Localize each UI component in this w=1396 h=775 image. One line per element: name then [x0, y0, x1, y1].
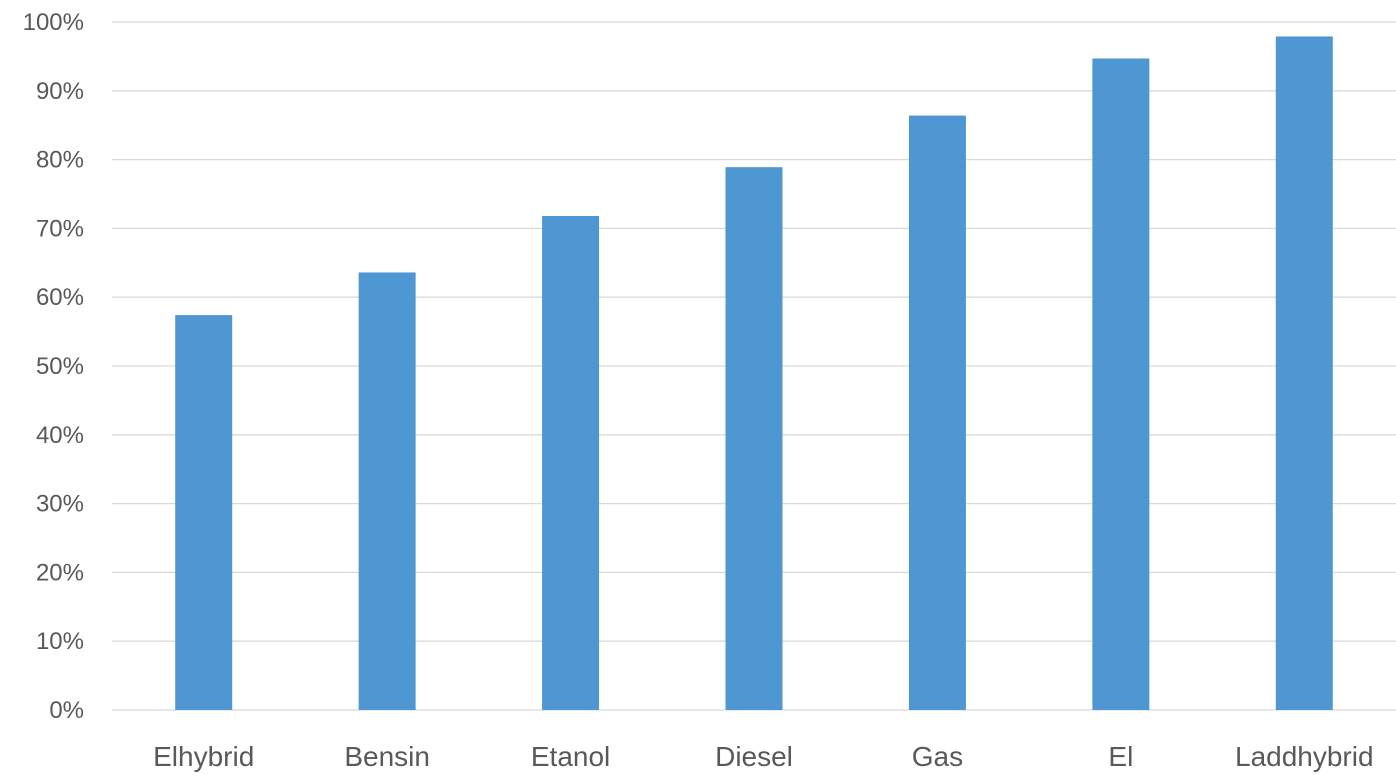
bar-diesel	[725, 167, 783, 711]
y-tick-label: 100%	[23, 9, 84, 36]
y-tick-label: 50%	[36, 353, 84, 380]
bar-laddhybrid	[1275, 36, 1333, 710]
y-axis-tick-labels: 0% 10% 20% 30% 40% 50% 60% 70% 80% 90% 100%	[23, 9, 84, 724]
bar-el	[1092, 58, 1150, 711]
bar-elhybrid	[175, 315, 233, 710]
bar-bensin	[358, 272, 416, 710]
x-category-label: Gas	[912, 741, 963, 772]
y-tick-label: 70%	[36, 215, 84, 242]
bars	[175, 36, 1333, 711]
bar-etanol	[542, 216, 600, 711]
x-category-label: Bensin	[344, 741, 430, 772]
y-tick-label: 0%	[49, 697, 84, 724]
x-axis-category-labels: Elhybrid Bensin Etanol Diesel Gas El Laddhybri…	[153, 741, 1373, 772]
x-category-label: Laddhybrid	[1235, 741, 1374, 772]
y-tick-label: 10%	[36, 628, 84, 655]
x-category-label: Diesel	[715, 741, 793, 772]
x-category-label: Etanol	[531, 741, 610, 772]
y-tick-label: 20%	[36, 559, 84, 586]
y-tick-label: 80%	[36, 147, 84, 174]
x-category-label: Elhybrid	[153, 741, 254, 772]
y-tick-label: 30%	[36, 491, 84, 518]
y-tick-label: 40%	[36, 422, 84, 449]
x-category-label: El	[1108, 741, 1133, 772]
y-tick-label: 90%	[36, 78, 84, 105]
y-tick-label: 60%	[36, 284, 84, 311]
bar-gas	[908, 115, 966, 711]
